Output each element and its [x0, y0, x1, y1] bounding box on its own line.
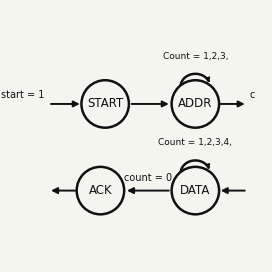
Text: Count = 1,2,3,: Count = 1,2,3,: [163, 52, 228, 61]
Circle shape: [81, 80, 129, 128]
Circle shape: [77, 167, 124, 214]
Text: c: c: [250, 90, 255, 100]
Text: count = 0: count = 0: [124, 174, 172, 184]
Text: DATA: DATA: [180, 184, 211, 197]
Text: ACK: ACK: [89, 184, 112, 197]
Text: Count = 1,2,3,4,: Count = 1,2,3,4,: [158, 138, 232, 147]
Text: start = 1: start = 1: [1, 90, 45, 100]
Text: ADDR: ADDR: [178, 97, 212, 110]
Circle shape: [172, 80, 219, 128]
Circle shape: [172, 167, 219, 214]
Text: START: START: [87, 97, 123, 110]
